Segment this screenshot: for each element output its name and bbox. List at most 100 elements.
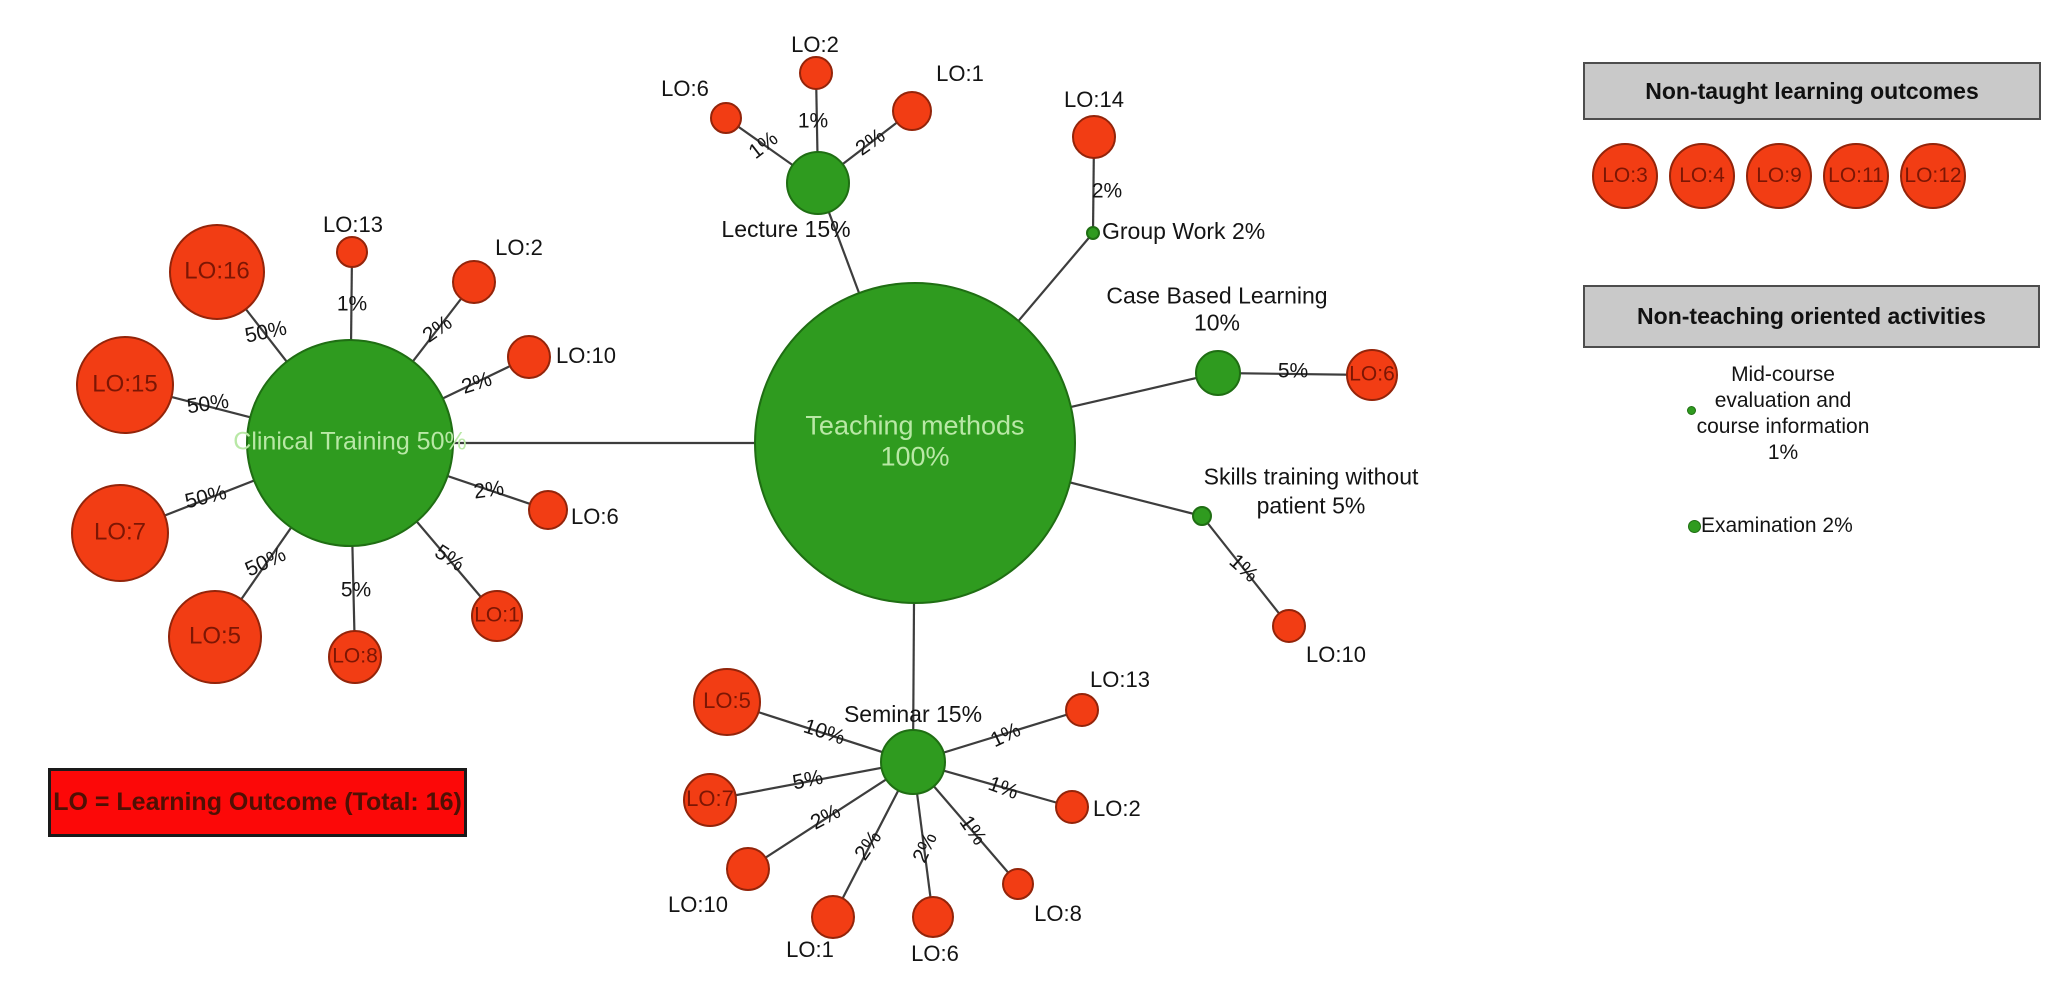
midcourse-line: 1%: [1767, 441, 1799, 464]
outcome-node: [1002, 868, 1034, 900]
edge-percent-label: 2%: [850, 826, 886, 864]
method-label-skills: patient 5%: [1257, 493, 1366, 519]
outcome-node: [528, 490, 568, 530]
method-node-group-work: [1086, 226, 1100, 240]
outcome-node: [811, 895, 855, 939]
outcome-label: LO:10: [668, 892, 728, 917]
outcome-node: [471, 590, 523, 642]
method-label-case-based: 10%: [1194, 310, 1240, 336]
outcome-label: LO:1: [474, 604, 520, 627]
method-node-lecture: [786, 151, 850, 215]
outcome-node: [507, 335, 551, 379]
outcome-node: [726, 847, 770, 891]
legend-non-teaching-header: Non-teaching oriented activities: [1583, 285, 2040, 348]
edge-percent-label: 50%: [183, 481, 229, 513]
outcome-label: LO:7: [94, 518, 146, 545]
outcome-label: LO:6: [1349, 363, 1395, 386]
legend-non-taught-header: Non-taught learning outcomes: [1583, 62, 2041, 120]
outcome-label: LO:6: [911, 941, 959, 966]
edge-percent-label: 1%: [798, 110, 828, 133]
outcome-node: [336, 236, 368, 268]
legend-outcome-circle: LO:3: [1592, 143, 1658, 209]
method-label-clinical: Clinical Training 50%: [233, 428, 466, 456]
outcome-node: [76, 336, 174, 434]
outcome-node: [710, 102, 742, 134]
outcome-node: [1072, 115, 1116, 159]
legend-outcome-circle: LO:12: [1900, 143, 1966, 209]
outcome-label: LO:13: [1090, 667, 1150, 692]
method-node-teaching: [754, 282, 1076, 604]
edge-percent-label: 1%: [337, 293, 367, 316]
edge-percent-label: 2%: [459, 367, 495, 398]
method-node-skills: [1192, 506, 1212, 526]
midcourse-label: Mid-course evaluation and course informa…: [1658, 362, 1908, 466]
edge-percent-label: 1%: [744, 127, 782, 164]
method-label-teaching: 100%: [880, 442, 949, 472]
outcome-node: [1346, 349, 1398, 401]
outcome-label: LO:13: [323, 212, 383, 237]
method-node-case-based: [1195, 350, 1241, 396]
edge-line: [709, 760, 914, 802]
outcome-label: LO:10: [556, 343, 616, 368]
lo-note-box: LO = Learning Outcome (Total: 16): [48, 768, 467, 837]
method-label-seminar: Seminar 15%: [844, 701, 982, 727]
method-node-seminar: [880, 729, 946, 795]
examination-dot: [1688, 520, 1701, 533]
outcome-node: [1272, 609, 1306, 643]
outcome-label: LO:5: [703, 688, 751, 713]
midcourse-line: Mid-course: [1731, 363, 1835, 386]
legend-outcome-circle: LO:9: [1746, 143, 1812, 209]
method-label-case-based: Case Based Learning: [1106, 283, 1327, 309]
outcome-label: LO:1: [936, 61, 984, 86]
edge-percent-label: 1%: [985, 772, 1021, 804]
edge-percent-label: 2%: [472, 477, 505, 504]
outcome-label: LO:10: [1306, 642, 1366, 667]
edge-percent-label: 50%: [185, 390, 230, 419]
outcome-label: LO:2: [791, 32, 839, 57]
method-label-lecture: Lecture 15%: [721, 216, 850, 242]
method-label-group-work: Group Work 2%: [1102, 218, 1265, 244]
edge-percent-label: 2%: [908, 829, 942, 866]
outcome-label: LO:14: [1064, 87, 1124, 112]
outcome-node: [169, 224, 265, 320]
outcome-node: [1065, 693, 1099, 727]
outcome-label: LO:16: [184, 257, 249, 284]
outcome-node: [328, 630, 382, 684]
outcome-node: [892, 91, 932, 131]
midcourse-line: course information: [1696, 415, 1870, 438]
outcome-node: [683, 773, 737, 827]
method-label-teaching: Teaching methods: [805, 411, 1024, 441]
legend-non-taught-circles: LO:3 LO:4 LO:9 LO:11 LO:12: [1592, 143, 1966, 209]
outcome-label: LO:6: [661, 76, 709, 101]
outcome-label: LO:2: [1093, 796, 1141, 821]
edge-percent-label: 2%: [851, 124, 889, 160]
edge-percent-label: 1%: [1225, 550, 1263, 587]
examination-label: Examination 2%: [1701, 514, 1853, 537]
outcome-node: [799, 56, 833, 90]
edge-line: [1201, 515, 1290, 627]
outcome-label: LO:15: [92, 370, 157, 397]
outcome-label: LO:2: [495, 235, 543, 260]
edge-percent-label: 50%: [242, 543, 290, 582]
legend-outcome-circle: LO:4: [1669, 143, 1735, 209]
midcourse-dot: [1687, 406, 1696, 415]
outcome-label: LO:8: [332, 645, 378, 668]
edge-percent-label: 2%: [418, 311, 456, 347]
edge-percent-label: 5%: [1278, 360, 1308, 383]
outcome-label: LO:1: [786, 937, 834, 962]
outcome-node: [168, 590, 262, 684]
edge-percent-label: 10%: [801, 715, 848, 750]
edge-percent-label: 2%: [807, 800, 845, 835]
edge-percent-label: 5%: [341, 579, 371, 602]
midcourse-line: evaluation and: [1714, 389, 1852, 412]
outcome-label: LO:5: [189, 622, 241, 649]
outcome-node: [912, 896, 954, 938]
outcome-label: LO:8: [1034, 901, 1082, 926]
method-label-skills: Skills training without: [1204, 464, 1419, 490]
edge-percent-label: 2%: [1092, 180, 1122, 203]
edge-percent-label: 50%: [243, 316, 289, 347]
legend-outcome-circle: LO:11: [1823, 143, 1889, 209]
edge-percent-label: 1%: [987, 718, 1024, 752]
